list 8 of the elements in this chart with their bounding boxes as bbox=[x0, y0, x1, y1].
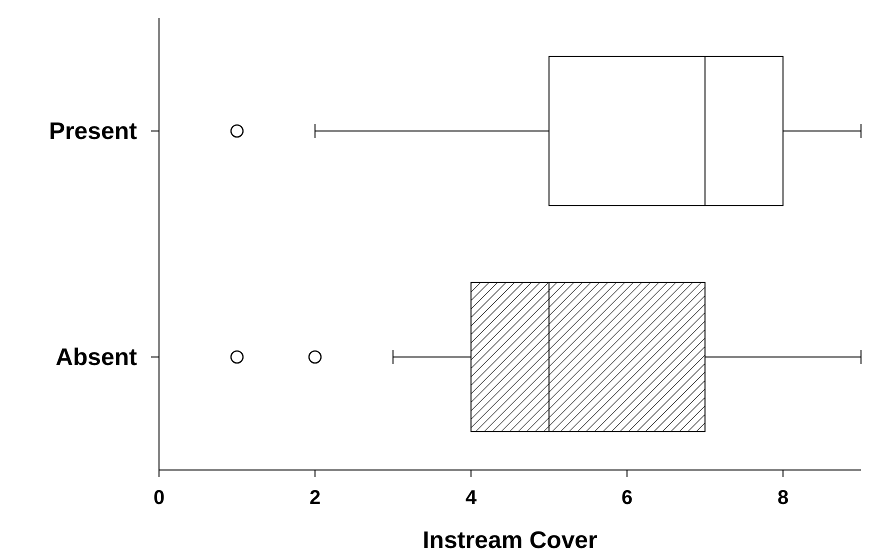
x-tick-label: 4 bbox=[465, 487, 478, 509]
x-axis-title: Instream Cover bbox=[422, 527, 598, 554]
x-tick-label: 8 bbox=[777, 487, 789, 509]
x-tick-label: 2 bbox=[309, 487, 321, 509]
y-tick-label: Present bbox=[48, 118, 138, 145]
x-tick-label: 6 bbox=[621, 487, 633, 509]
x-tick-label: 0 bbox=[153, 487, 165, 509]
y-tick-label: Absent bbox=[56, 344, 138, 371]
